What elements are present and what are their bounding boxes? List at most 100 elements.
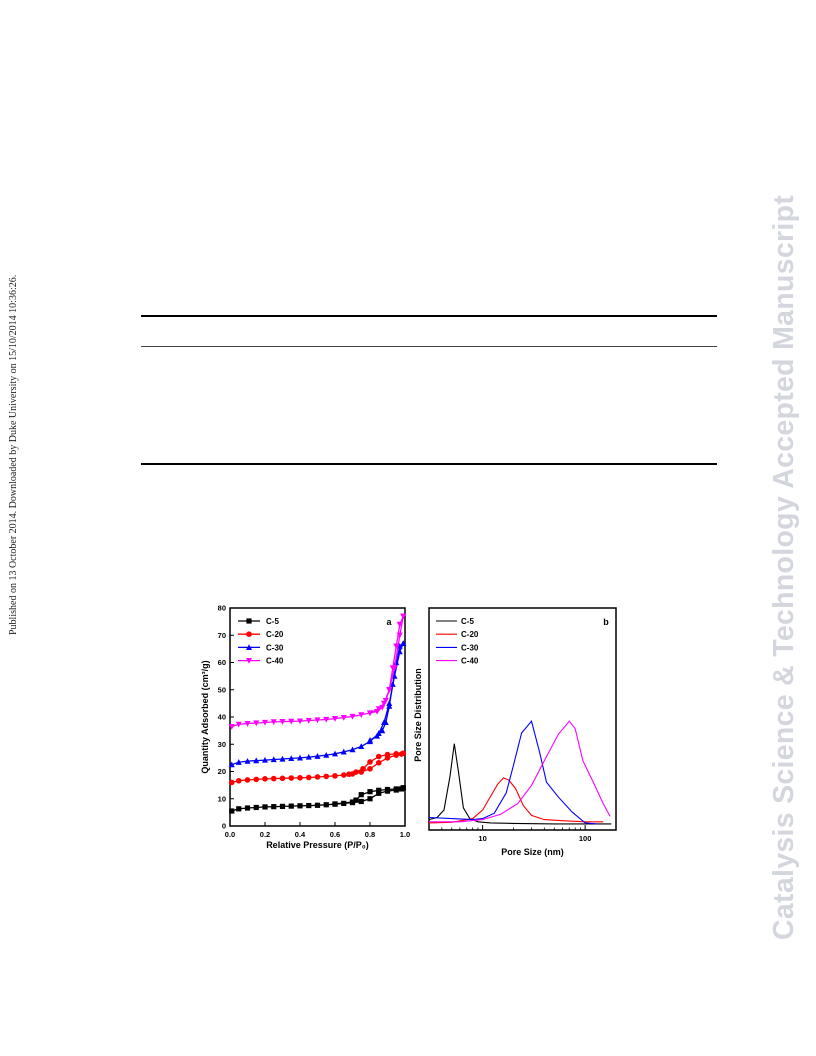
series-c-20-adsorption-point	[375, 759, 382, 766]
series-c-5-desorption-point	[332, 801, 338, 807]
series-c-20-adsorption-point	[297, 774, 303, 781]
series-c-5-adsorption-point	[288, 803, 294, 809]
series-c-20-desorption-point	[367, 759, 373, 765]
series-c-40-adsorption-point	[358, 712, 365, 719]
panel-a-ytick-label: 0	[222, 822, 226, 831]
series-c-30-adsorption-point	[228, 761, 235, 768]
series-c-30-desorption-point	[386, 702, 393, 709]
series-c-30-adsorption-point	[358, 743, 365, 750]
series-c-20-adsorption-point	[314, 774, 321, 780]
series-c-5-desorption-point	[353, 797, 359, 803]
series-c-40-adsorption-point	[235, 721, 242, 728]
series-c-30-desorption-point	[400, 640, 407, 647]
series-c-20-desorption-point	[353, 769, 359, 775]
series-c-40-adsorption-point	[228, 723, 235, 730]
panel-a-xtick-label: 0.4	[295, 830, 306, 839]
series-c-20-adsorption-point	[228, 779, 235, 786]
panel-b-ylabel: Pore Size Distribution	[413, 668, 423, 762]
series-c-5-adsorption-point	[314, 802, 321, 808]
series-c-30-adsorption-point	[235, 759, 242, 765]
series-c-40-desorption-point	[386, 687, 393, 693]
legend-b-label-c-5: C-5	[461, 617, 474, 626]
panel-a-xtick-label: 0.2	[260, 830, 270, 839]
series-c-40-adsorption-point	[270, 719, 277, 726]
series-c-40-adsorption-point	[288, 718, 295, 725]
panel-a-ytick-label: 70	[218, 631, 226, 640]
series-c-5-psd-line	[428, 743, 612, 825]
panel-b-frame	[428, 607, 617, 831]
series-c-30-adsorption-point	[340, 748, 347, 755]
series-c-40-psd-line	[429, 720, 611, 823]
series-c-40-adsorption-point	[332, 716, 338, 722]
panel-a-ytick-label: 80	[218, 604, 226, 613]
legend-a-label-c-40: C-40	[266, 657, 284, 666]
series-c-40-desorption-point	[379, 704, 386, 711]
series-c-20-adsorption-point	[288, 775, 295, 781]
series-c-20-adsorption-point	[340, 772, 347, 778]
series-c-30-adsorption-point	[244, 757, 251, 764]
legend-a-marker-c-5	[246, 618, 252, 624]
panel-a-ytick-label: 10	[218, 794, 226, 803]
series-c-30-desorption-point	[367, 736, 373, 743]
series-c-20-psd-line	[428, 777, 604, 824]
series-c-30-adsorption-line	[231, 643, 404, 766]
series-c-20-desorption-point	[346, 771, 352, 778]
series-c-40-adsorption-point	[262, 719, 268, 726]
series-c-40-desorption-point	[396, 621, 403, 628]
series-c-5-desorption-point	[367, 789, 373, 795]
panel-a-ytick-label: 50	[218, 685, 226, 694]
series-c-30-adsorption-point	[332, 750, 338, 757]
series-c-5-adsorption-point	[262, 804, 268, 810]
panel-b-xtick-label: 100	[579, 834, 592, 843]
series-c-20-adsorption-point	[270, 775, 277, 782]
series-c-20-desorption-point	[384, 751, 391, 758]
series-c-20-adsorption-point	[279, 775, 286, 782]
series-c-30-adsorption-point	[279, 755, 286, 762]
series-c-20-adsorption-point	[323, 773, 330, 780]
series-c-40-adsorption-point	[244, 720, 251, 727]
series-c-20-desorption-point	[393, 750, 400, 757]
table-header-rule	[141, 346, 717, 347]
series-c-5-adsorption-point	[306, 802, 312, 809]
series-c-20-adsorption-point	[235, 777, 242, 784]
series-c-20-adsorption-line	[231, 752, 404, 784]
series-c-40-adsorption-point	[279, 719, 286, 725]
legend-b-label-c-40: C-40	[461, 657, 479, 666]
series-c-40-adsorption-point	[253, 720, 260, 727]
series-c-40-adsorption-point	[323, 716, 330, 723]
series-c-30-adsorption-point	[323, 751, 330, 758]
series-c-40-adsorption-point	[297, 718, 303, 725]
series-c-40-desorption-point	[382, 698, 389, 704]
panel-b-xtick-label: 10	[478, 834, 486, 843]
legend-a-marker-c-20	[246, 631, 252, 637]
series-c-5-desorption-point	[393, 786, 399, 792]
series-c-5-adsorption-point	[279, 803, 286, 809]
table-bottom-rule	[141, 463, 717, 465]
series-c-5-adsorption-point	[323, 802, 329, 808]
series-c-20-adsorption-point	[262, 776, 268, 782]
series-c-30-adsorption-point	[288, 755, 295, 762]
series-c-30-adsorption-point	[262, 756, 268, 763]
series-c-5-desorption-point	[400, 785, 406, 791]
series-c-5-adsorption-point	[367, 796, 373, 802]
panel-a-ylabel: Quantity Adsorbed (cm³/g)	[200, 660, 210, 773]
series-c-30-adsorption-point	[349, 746, 356, 753]
series-c-5-adsorption-line	[231, 787, 404, 812]
series-c-20-desorption-point	[360, 765, 366, 772]
series-c-30-desorption-point	[382, 719, 389, 726]
series-c-5-adsorption-point	[229, 808, 235, 814]
series-c-5-adsorption-point	[376, 790, 382, 796]
panel-b-xlabel: Pore Size (nm)	[501, 847, 564, 857]
panel-a-xlabel: Relative Pressure (P/P₀)	[266, 840, 369, 850]
series-c-30-desorption-point	[379, 727, 386, 734]
legend-a-label-c-5: C-5	[266, 617, 279, 626]
panel-a-ytick-label: 60	[218, 658, 226, 667]
series-c-30-adsorption-point	[297, 754, 303, 761]
panel-a-ytick-label: 20	[218, 767, 226, 776]
panel-a-xtick-label: 0.6	[330, 830, 340, 839]
series-c-20-desorption-point	[400, 750, 407, 757]
series-c-40-desorption-point	[367, 710, 373, 717]
series-c-20-desorption-point	[375, 753, 382, 760]
series-c-5-desorption-point	[358, 792, 364, 798]
